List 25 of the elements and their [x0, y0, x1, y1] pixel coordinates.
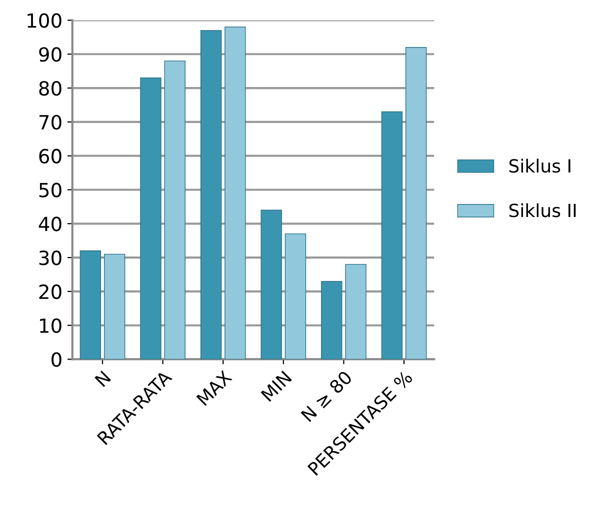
bar: [104, 254, 126, 360]
y-tick-label: 100: [28, 13, 62, 28]
bar: [284, 233, 306, 360]
bar: [405, 47, 427, 360]
bar: [140, 78, 162, 360]
bar: [200, 30, 222, 360]
y-tick-label: 50: [39, 182, 62, 198]
bar: [224, 26, 246, 360]
y-tick-label: 70: [39, 114, 62, 130]
bar: [381, 111, 403, 360]
legend-label: Siklus II: [509, 203, 576, 218]
y-tick-label: 0: [52, 352, 62, 367]
y-tick-label: 90: [39, 47, 62, 62]
legend-label: Siklus I: [509, 158, 570, 173]
bar: [321, 280, 342, 360]
y-tick-label: 30: [39, 250, 62, 266]
bar: [80, 250, 102, 360]
bar: [164, 60, 186, 360]
y-tick-label: 60: [39, 148, 62, 164]
y-tick-label: 20: [39, 284, 62, 300]
y-tick-label: 40: [38, 216, 62, 232]
bar: [345, 264, 366, 360]
bar: [260, 210, 282, 360]
y-tick-label: 80: [39, 81, 62, 96]
y-tick-label: 10: [40, 318, 62, 334]
